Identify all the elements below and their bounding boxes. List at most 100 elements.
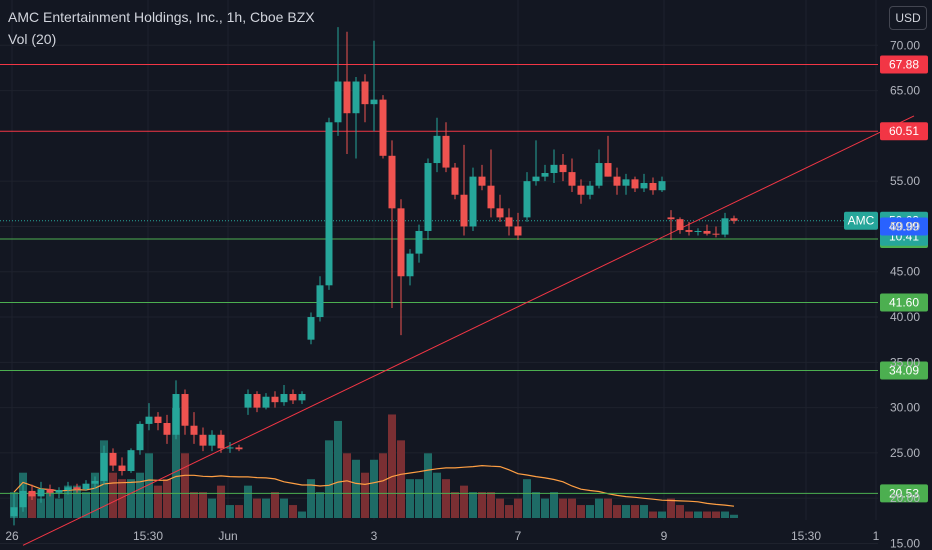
volume-bar [343, 453, 351, 518]
candle-body [82, 483, 90, 490]
currency-button[interactable]: USD [889, 6, 927, 30]
volume-bar [379, 453, 387, 518]
volume-bar [595, 498, 603, 518]
volume-bar [676, 505, 684, 518]
candle-body [10, 507, 18, 517]
y-tick-label: 35.00 [890, 355, 920, 369]
volume-bar [46, 492, 54, 518]
candle-body [262, 396, 270, 408]
candle-body [190, 425, 198, 435]
symbol-tag [844, 211, 878, 230]
candle-body [325, 122, 333, 286]
volume-bar [694, 511, 702, 518]
volume-bar [370, 459, 378, 518]
volume-bar [604, 498, 612, 518]
level-label-box [880, 55, 928, 74]
volume-bar [226, 505, 234, 518]
y-tick-label: 40.00 [890, 310, 920, 324]
volume-bar [91, 472, 99, 518]
volume-bar [145, 453, 153, 518]
volume-bar [163, 479, 171, 518]
y-tick-label: 30.00 [890, 401, 920, 415]
candle-body [145, 416, 153, 424]
candle-body [433, 135, 441, 164]
volume-bar [415, 479, 423, 518]
candle-body [397, 208, 405, 277]
volume-bar [82, 492, 90, 518]
volume-bar [721, 511, 729, 518]
volume-bars [10, 408, 738, 518]
volume-bar [460, 485, 468, 518]
candle-body [550, 164, 558, 174]
candle-body [298, 394, 306, 401]
candle-body [559, 164, 567, 173]
symbol-label: AMC [848, 214, 875, 228]
candle-body [37, 489, 45, 497]
candle-body [541, 173, 549, 177]
candle-body [685, 230, 693, 232]
candle-body [208, 434, 216, 446]
level-label-box [880, 293, 928, 312]
candle-body [289, 394, 297, 401]
candle-body [712, 233, 720, 235]
volume-bar [334, 420, 342, 518]
volume-bar [289, 505, 297, 518]
volume-bar [496, 498, 504, 518]
volume-bar [397, 440, 405, 518]
candle-body [577, 185, 585, 195]
volume-bar [190, 492, 198, 518]
horizontal-levels: 67.8860.5148.6241.6034.0920.53AMC50.6310… [0, 55, 928, 503]
candle-body [496, 208, 504, 218]
volume-bar [388, 414, 396, 518]
volume-bar [352, 459, 360, 518]
candle-body [352, 81, 360, 114]
candle-body [487, 185, 495, 209]
volume-bar [667, 498, 675, 518]
candle-body [244, 394, 252, 408]
candle-body [154, 416, 162, 424]
volume-bar [703, 511, 711, 518]
volume-bar [172, 408, 180, 518]
x-tick-label: 7 [515, 529, 522, 543]
volume-bar [127, 479, 135, 518]
volume-moving-average [13, 464, 735, 507]
price-axis[interactable]: 15.00 20.00 25.00 30.00 35.00 40.00 45.00 50.00… [890, 38, 920, 550]
level-label: 20.53 [889, 486, 919, 500]
x-tick-label: Jun [218, 529, 237, 543]
crosshair-price-box [880, 217, 928, 236]
x-tick-label: 3 [371, 529, 378, 543]
volume-bar [613, 505, 621, 518]
y-tick-label: 20.00 [890, 491, 920, 505]
volume-bar [622, 505, 630, 518]
volume-indicator-label[interactable]: Vol (20) [8, 31, 57, 47]
volume-bar [235, 505, 243, 518]
level-label-box [880, 484, 928, 503]
candle-body [604, 163, 612, 177]
candle-body [46, 489, 54, 493]
candle-body [181, 394, 189, 426]
candle-body [19, 490, 27, 508]
volume-bar [685, 511, 693, 518]
volume-bar [280, 498, 288, 518]
volume-bar [478, 492, 486, 518]
grid [0, 0, 878, 544]
chart-title: AMC Entertainment Holdings, Inc., 1h, Cb… [8, 9, 315, 25]
time-axis[interactable]: 26 15:30 Jun 3 7 9 15:30 1 [5, 529, 879, 543]
volume-bar [262, 498, 270, 518]
candle-body [307, 317, 315, 340]
volume-bar [730, 514, 738, 518]
volume-bar [406, 479, 414, 518]
volume-bar [649, 511, 657, 518]
volume-bar [118, 479, 126, 518]
candle-body [478, 176, 486, 186]
candle-body [505, 217, 513, 227]
candle-body [595, 163, 603, 186]
trendline-segment [22, 115, 915, 546]
candle-body [91, 480, 99, 484]
volume-bar [199, 492, 207, 518]
candle-body [631, 179, 639, 189]
volume-bar [505, 505, 513, 518]
candle-body [127, 450, 135, 472]
y-tick-label: 65.00 [890, 84, 920, 98]
